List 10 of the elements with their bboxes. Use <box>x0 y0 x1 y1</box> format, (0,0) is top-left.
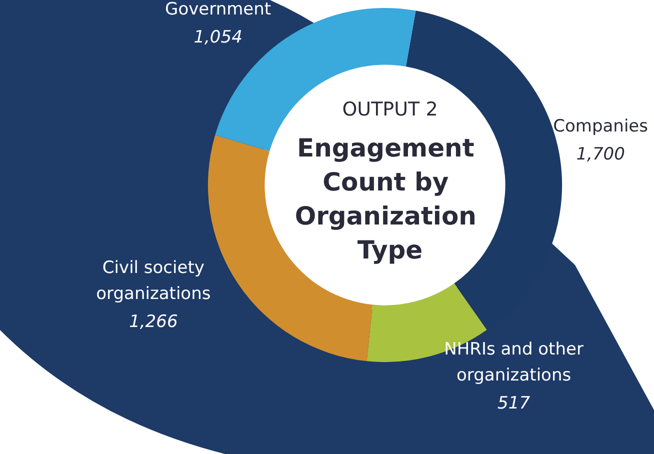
data-label: 1,054 <box>194 28 242 48</box>
text: OUTPUT 2 <box>342 98 438 120</box>
slice-label: Government <box>165 0 272 20</box>
data-label: 1,700 <box>576 144 625 165</box>
data-label: 517 <box>498 394 530 414</box>
data-label: 1,266 <box>129 312 178 332</box>
text: Engagement Count by Organization Type <box>294 134 486 264</box>
slice-label: NHRIs and other organizations <box>444 340 584 386</box>
slice-label: Civil society organizations <box>96 258 211 304</box>
slice-label: Companies <box>553 116 648 137</box>
